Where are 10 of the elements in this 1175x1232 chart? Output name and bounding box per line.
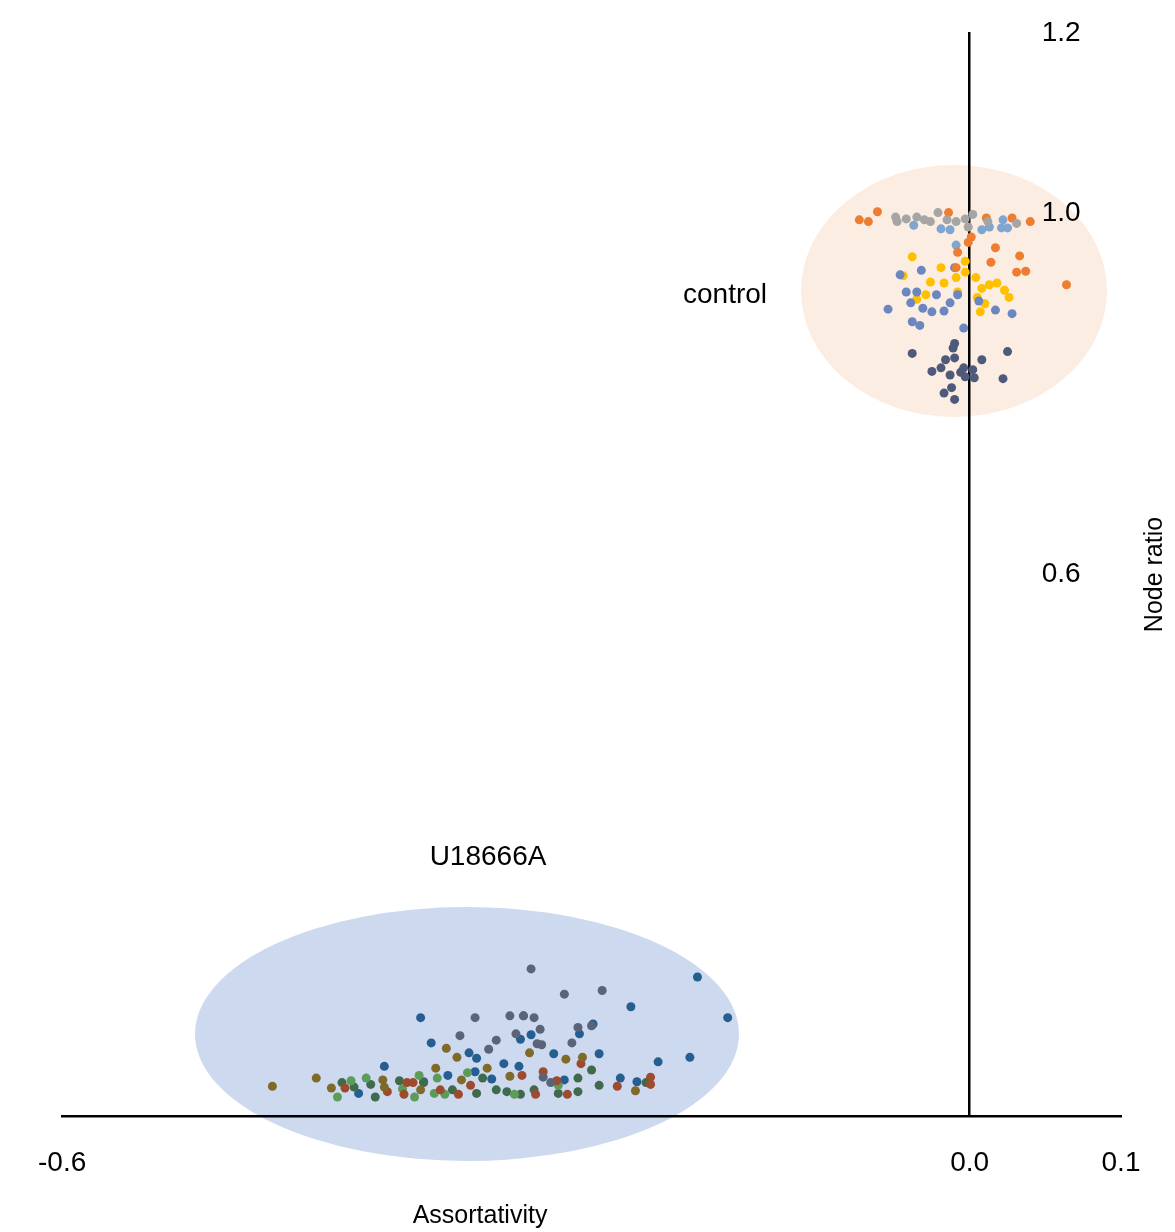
x-tick-label: 0.1: [1101, 1145, 1141, 1177]
y-tick-label: 0.6: [1041, 557, 1081, 589]
y-tick-label: 1.0: [1041, 196, 1081, 228]
x-axis-title: Assortativity: [412, 1199, 548, 1228]
annotation: U18666A: [429, 839, 547, 871]
x-tick-label: 0.0: [950, 1145, 990, 1177]
annotation: control: [682, 277, 768, 309]
y-axis-title: Node ratio: [1138, 516, 1167, 633]
x-tick-label: -0.6: [38, 1145, 87, 1177]
y-tick-label: 1.2: [1041, 15, 1081, 47]
